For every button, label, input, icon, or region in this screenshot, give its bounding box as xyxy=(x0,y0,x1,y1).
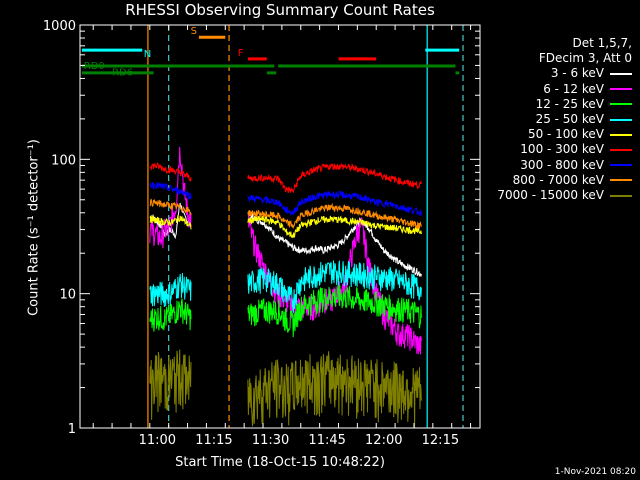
series-6-12-kev-segment-0 xyxy=(149,146,192,249)
legend-swatch xyxy=(610,149,632,152)
series-300-800-kev-segment-0 xyxy=(149,181,192,200)
legend-entry: 6 - 12 keV xyxy=(497,82,632,97)
legend-swatch xyxy=(610,88,632,91)
legend-swatch xyxy=(610,194,632,197)
legend-entry-label: 300 - 800 keV xyxy=(520,157,604,172)
flag-label-s: S xyxy=(191,26,197,37)
legend-entry: 300 - 800 keV xyxy=(497,158,632,173)
legend-swatch xyxy=(610,118,632,121)
x-tick-label: 12:15 xyxy=(422,433,459,448)
legend-entry-label: 12 - 25 keV xyxy=(535,96,604,111)
series-12-25-kev-segment-0 xyxy=(149,298,192,332)
legend-entry: 25 - 50 keV xyxy=(497,112,632,127)
x-tick-label: 11:45 xyxy=(308,433,345,448)
chart-title: RHESSI Observing Summary Count Rates xyxy=(125,1,435,19)
legend-entry: 7000 - 15000 keV xyxy=(497,188,632,203)
y-tick-label: 100 xyxy=(51,153,76,168)
legend-entry-label: 800 - 7000 keV xyxy=(512,172,604,187)
y-tick-label: 10 xyxy=(59,288,76,303)
plot-frame xyxy=(79,24,481,429)
y-tick-label: 1000 xyxy=(43,19,76,34)
y-tick-label: 1 xyxy=(68,422,76,437)
series-50-100-kev-segment-1 xyxy=(247,215,422,238)
legend-entry: 100 - 300 keV xyxy=(497,142,632,157)
legend-swatch xyxy=(610,133,632,136)
series-7000-15000-kev-segment-0 xyxy=(149,349,192,420)
legend-entries: 3 - 6 keV 6 - 12 keV 12 - 25 keV 25 - 50 ke… xyxy=(497,66,632,203)
x-tick-label: 11:00 xyxy=(139,433,176,448)
legend-entry: 3 - 6 keV xyxy=(497,66,632,81)
flag-label-n: N xyxy=(144,49,151,60)
legend-swatch xyxy=(610,179,632,182)
datestamp: 1-Nov-2021 08:20 xyxy=(554,467,636,477)
series-50-100-kev-segment-0 xyxy=(149,214,192,230)
legend-entry-label: 7000 - 15000 keV xyxy=(497,188,604,203)
legend-swatch xyxy=(610,103,632,106)
legend: Det 1,5,7, FDecim 3, Att 0 3 - 6 keV 6 - … xyxy=(497,36,632,203)
legend-entry-label: 50 - 100 keV xyxy=(527,127,604,142)
y-axis-label: Count Rate (s⁻¹ detector⁻¹) xyxy=(26,139,42,316)
x-tick-label: 11:15 xyxy=(195,433,232,448)
legend-entry: 800 - 7000 keV xyxy=(497,173,632,188)
legend-entry-label: 25 - 50 keV xyxy=(535,112,604,127)
legend-entry: 50 - 100 keV xyxy=(497,127,632,142)
legend-entry: 12 - 25 keV xyxy=(497,97,632,112)
legend-entry-label: 100 - 300 keV xyxy=(520,142,604,157)
series-25-50-kev-segment-0 xyxy=(149,272,192,308)
x-tick-label: 11:30 xyxy=(252,433,289,448)
series-3-6-kev-segment-1 xyxy=(247,210,422,278)
legend-entry-label: 3 - 6 keV xyxy=(550,66,604,81)
series-800-7000-kev-segment-1 xyxy=(247,202,422,230)
flag-label-rd0: RD0 xyxy=(84,61,105,72)
series-800-7000-kev-segment-0 xyxy=(149,198,192,216)
flag-label-f: F xyxy=(238,48,244,59)
x-tick-label: 12:00 xyxy=(365,433,402,448)
legend-entry-label: 6 - 12 keV xyxy=(543,81,604,96)
legend-header-detectors: Det 1,5,7, xyxy=(572,36,633,50)
series-100-300-kev-segment-0 xyxy=(149,162,192,182)
series-100-300-kev-segment-1 xyxy=(247,162,422,193)
legend-swatch xyxy=(610,73,632,75)
series-25-50-kev-segment-1 xyxy=(247,260,422,314)
flag-label-rd6: RD6 xyxy=(112,68,133,79)
series-7000-15000-kev-segment-1 xyxy=(247,351,422,428)
legend-header-decimation: FDecim 3, Att 0 xyxy=(538,51,632,66)
series-12-25-kev-segment-1 xyxy=(247,284,422,338)
x-axis-label: Start Time (18-Oct-15 10:48:22) xyxy=(175,455,385,470)
legend-swatch xyxy=(610,164,632,167)
series-300-800-kev-segment-1 xyxy=(247,190,422,217)
series-3-6-kev-segment-0 xyxy=(149,202,192,240)
